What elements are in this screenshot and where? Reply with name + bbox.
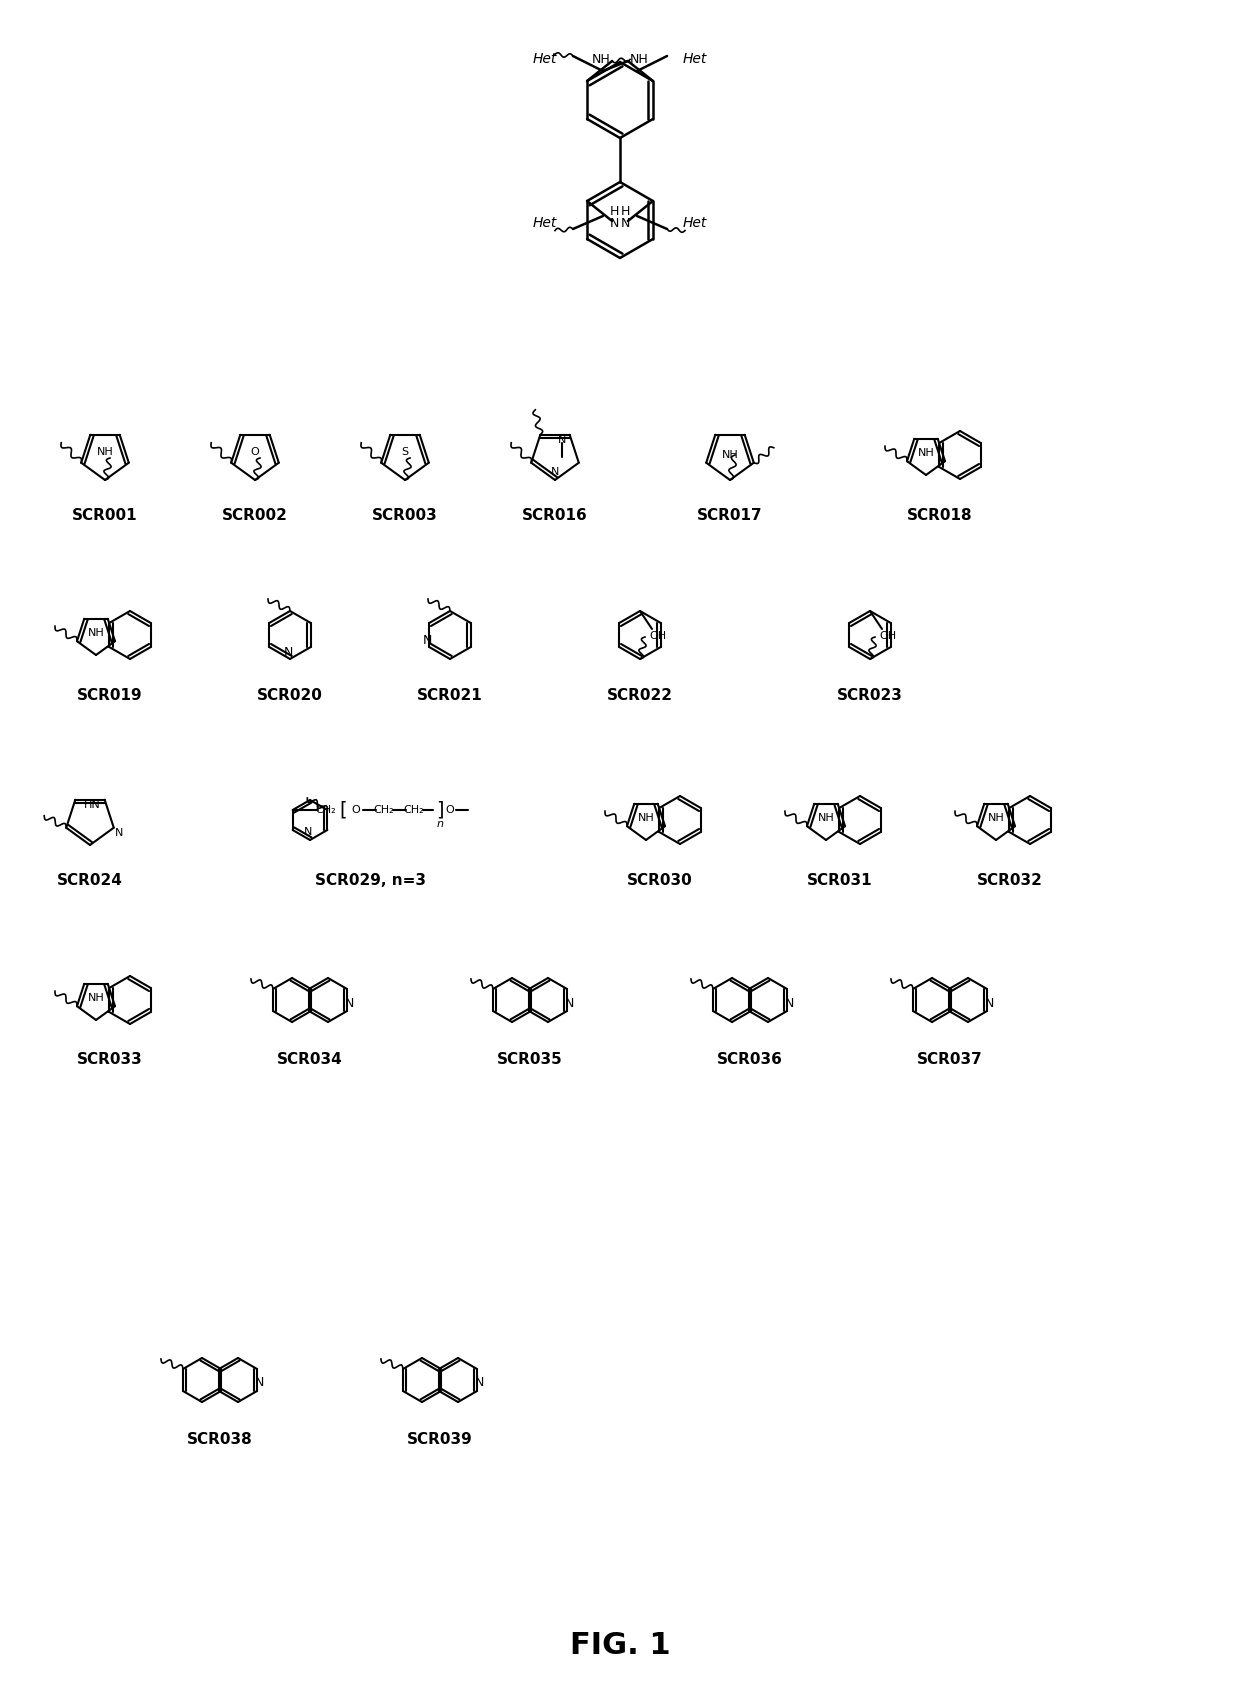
Text: Het: Het	[683, 52, 707, 66]
Text: NH: NH	[987, 814, 1004, 822]
Text: n: n	[436, 819, 443, 829]
Text: N: N	[345, 996, 353, 1009]
Text: SCR023: SCR023	[837, 687, 903, 702]
Text: N: N	[254, 1376, 264, 1389]
Text: SCR002: SCR002	[222, 508, 288, 523]
Text: Het: Het	[533, 216, 557, 230]
Text: [: [	[339, 800, 346, 819]
Text: SCR001: SCR001	[72, 508, 138, 523]
Text: N: N	[985, 996, 993, 1009]
Text: SCR021: SCR021	[417, 687, 482, 702]
Text: CH₂: CH₂	[373, 805, 394, 815]
Text: NH: NH	[88, 628, 104, 638]
Text: N: N	[423, 635, 432, 648]
Text: O: O	[445, 805, 454, 815]
Text: SCR030: SCR030	[627, 873, 693, 888]
Text: N: N	[304, 827, 312, 837]
Text: SCR032: SCR032	[977, 873, 1043, 888]
Text: Het: Het	[683, 216, 707, 230]
Text: SCR031: SCR031	[807, 873, 873, 888]
Text: SCR039: SCR039	[407, 1433, 472, 1448]
Text: SCR034: SCR034	[277, 1053, 343, 1067]
Text: NH: NH	[722, 449, 738, 459]
Text: SCR037: SCR037	[918, 1053, 983, 1067]
Text: SCR018: SCR018	[908, 508, 973, 523]
Text: OH: OH	[879, 631, 897, 641]
Text: N: N	[283, 647, 293, 660]
Text: N: N	[558, 436, 565, 444]
Text: H: H	[620, 204, 630, 218]
Text: CH₂: CH₂	[403, 805, 424, 815]
Text: SCR033: SCR033	[77, 1053, 143, 1067]
Text: SCR038: SCR038	[187, 1433, 253, 1448]
Text: SCR036: SCR036	[717, 1053, 782, 1067]
Text: SCR035: SCR035	[497, 1053, 563, 1067]
Text: O: O	[250, 447, 259, 457]
Text: OH: OH	[650, 631, 667, 641]
Text: O: O	[351, 805, 360, 815]
Text: SCR029, n=3: SCR029, n=3	[315, 873, 425, 888]
Text: H: H	[610, 204, 620, 218]
Text: N: N	[564, 996, 574, 1009]
Text: HN: HN	[84, 800, 102, 810]
Text: SCR022: SCR022	[608, 687, 673, 702]
Text: NH: NH	[97, 447, 113, 457]
Text: SCR017: SCR017	[697, 508, 763, 523]
Text: NH: NH	[88, 993, 104, 1003]
Text: Het: Het	[533, 52, 557, 66]
Text: FIG. 1: FIG. 1	[569, 1631, 671, 1659]
Text: N: N	[114, 827, 123, 837]
Text: SCR020: SCR020	[257, 687, 322, 702]
Text: N: N	[475, 1376, 484, 1389]
Text: SCR019: SCR019	[77, 687, 143, 702]
Text: SCR003: SCR003	[372, 508, 438, 523]
Text: NH: NH	[817, 814, 835, 822]
Text: NH: NH	[630, 52, 649, 66]
Text: N: N	[620, 216, 630, 230]
Text: N: N	[610, 216, 620, 230]
Text: SCR024: SCR024	[57, 873, 123, 888]
Text: NH: NH	[637, 814, 655, 822]
Text: ]: ]	[436, 800, 444, 819]
Text: N: N	[551, 468, 559, 478]
Text: SCR016: SCR016	[522, 508, 588, 523]
Text: S: S	[402, 447, 408, 457]
Text: CH₂: CH₂	[315, 805, 336, 815]
Text: N: N	[785, 996, 794, 1009]
Text: NH: NH	[918, 447, 935, 457]
Text: NH: NH	[591, 52, 610, 66]
